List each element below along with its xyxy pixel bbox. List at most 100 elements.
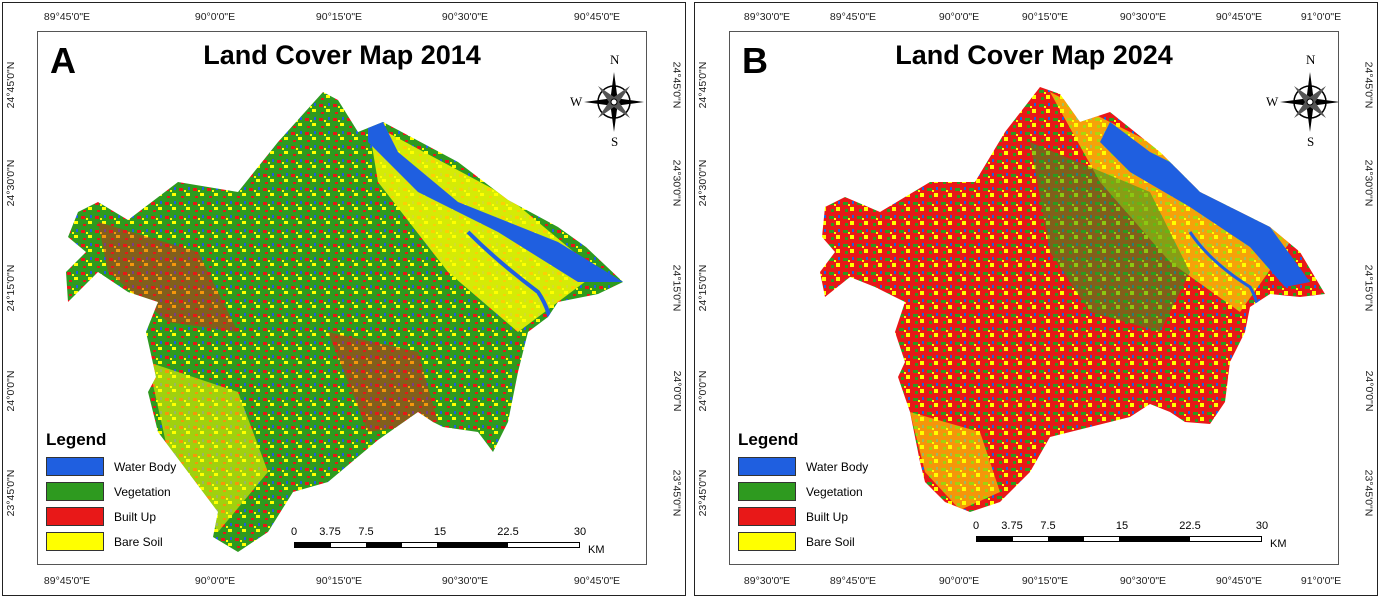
top-tick-b-5: 90°45'0"E [1215,11,1263,23]
top-tick-b-6: 91°0'0"E [1300,11,1342,23]
legend-swatch [46,457,104,476]
scale-label: 3.75 [1001,520,1023,532]
compass-rose-icon [1280,72,1338,132]
legend-swatch [738,457,796,476]
right-tick-b-1: 24°30'0"N [1363,159,1375,207]
legend-item-water: Water Body [738,454,868,479]
right-tick-a-2: 24°15'0"N [671,264,683,312]
bottom-tick-b-4: 90°30'0"E [1119,575,1167,587]
scale-label: 0 [290,526,298,538]
scale-label: 7.5 [358,526,374,538]
scale-bar-b: 0 3.75 7.5 15 22.5 30 KM [972,520,1294,550]
panel-letter-b: B [742,40,768,81]
left-tick-a-4: 23°45'0"N [5,469,17,517]
legend-item-built-up: Built Up [738,504,868,529]
scale-bar-graphic [976,536,1262,542]
legend-label: Bare Soil [806,534,855,549]
bottom-tick-a-0: 89°45'0"E [43,575,91,587]
left-tick-b-0: 24°45'0"N [697,61,709,109]
scale-label: 7.5 [1040,520,1056,532]
top-tick-a-2: 90°15'0"E [315,11,363,23]
scale-label: 22.5 [1179,520,1201,532]
top-tick-a-0: 89°45'0"E [43,11,91,23]
top-tick-b-0: 89°30'0"E [743,11,791,23]
left-tick-b-4: 23°45'0"N [697,469,709,517]
legend-swatch [738,507,796,526]
north-arrow-a: N S E W [570,52,647,150]
bottom-tick-b-1: 89°45'0"E [829,575,877,587]
bottom-tick-a-2: 90°15'0"E [315,575,363,587]
compass-e: E [646,94,647,110]
legend-label: Built Up [114,509,157,524]
scale-label: 3.75 [319,526,341,538]
scale-label: 22.5 [497,526,519,538]
legend-label: Bare Soil [114,534,163,549]
left-tick-a-3: 24°0'0"N [5,370,17,412]
scale-label: 15 [1115,520,1129,532]
legend-item-bare-soil: Bare Soil [738,529,868,554]
north-arrow-b: N S E W [1266,52,1338,150]
bottom-tick-b-2: 90°0'0"E [938,575,980,587]
left-tick-b-1: 24°30'0"N [697,159,709,207]
top-tick-a-3: 90°30'0"E [441,11,489,23]
legend-swatch [738,482,796,501]
legend-item-water: Water Body [46,454,176,479]
legend-item-bare-soil: Bare Soil [46,529,176,554]
legend-label: Vegetation [806,484,863,499]
scale-label: 15 [433,526,447,538]
legend-swatch [46,482,104,501]
right-tick-a-1: 24°30'0"N [671,159,683,207]
legend-label: Water Body [114,459,177,474]
bottom-tick-b-6: 91°0'0"E [1300,575,1342,587]
legend-item-built-up: Built Up [46,504,176,529]
compass-rose-icon [584,72,644,132]
scale-unit: KM [1270,538,1287,550]
top-tick-a-4: 90°45'0"E [573,11,621,23]
legend-swatch [46,507,104,526]
top-tick-b-4: 90°30'0"E [1119,11,1167,23]
legend-swatch [738,532,796,551]
scale-label: 0 [972,520,980,532]
compass-n: N [610,52,620,67]
legend-label: Vegetation [114,484,171,499]
legend-title: Legend [738,430,799,449]
scale-bar-graphic [294,542,580,548]
left-tick-a-2: 24°15'0"N [5,264,17,312]
right-tick-a-4: 23°45'0"N [671,469,683,517]
right-tick-a-0: 24°45'0"N [671,61,683,109]
right-tick-b-3: 24°0'0"N [1363,370,1375,412]
compass-w: W [570,94,583,109]
compass-n: N [1306,52,1316,67]
left-tick-b-3: 24°0'0"N [697,370,709,412]
bottom-tick-a-3: 90°30'0"E [441,575,489,587]
top-tick-b-1: 89°45'0"E [829,11,877,23]
scale-label: 30 [1255,520,1269,532]
bottom-tick-a-4: 90°45'0"E [573,575,621,587]
right-tick-b-4: 23°45'0"N [1363,469,1375,517]
legend-swatch [46,532,104,551]
compass-w: W [1266,94,1279,109]
legend-a: Legend Water Body Vegetation Built Up Ba… [46,430,176,554]
top-tick-b-3: 90°15'0"E [1021,11,1069,23]
map-title-b: Land Cover Map 2024 [895,40,1173,70]
legend-b: Legend Water Body Vegetation Built Up Ba… [738,430,868,554]
bottom-tick-b-0: 89°30'0"E [743,575,791,587]
land-cover-map-a [66,92,623,552]
bottom-tick-b-5: 90°45'0"E [1215,575,1263,587]
top-tick-b-2: 90°0'0"E [938,11,980,23]
right-tick-a-3: 24°0'0"N [671,370,683,412]
right-tick-b-0: 24°45'0"N [1363,61,1375,109]
compass-s: S [1307,134,1315,149]
bottom-tick-a-1: 90°0'0"E [194,575,236,587]
legend-title: Legend [46,430,107,449]
panel-letter-a: A [50,40,76,81]
top-tick-a-1: 90°0'0"E [194,11,236,23]
right-tick-b-2: 24°15'0"N [1363,264,1375,312]
scale-label: 30 [573,526,587,538]
left-tick-b-2: 24°15'0"N [697,264,709,312]
legend-item-vegetation: Vegetation [46,479,176,504]
map-frame-b: B Land Cover Map 2024 N S E W Legend Wat… [729,31,1339,565]
left-tick-a-1: 24°30'0"N [5,159,17,207]
legend-item-vegetation: Vegetation [738,479,868,504]
land-cover-map-b [820,87,1325,512]
